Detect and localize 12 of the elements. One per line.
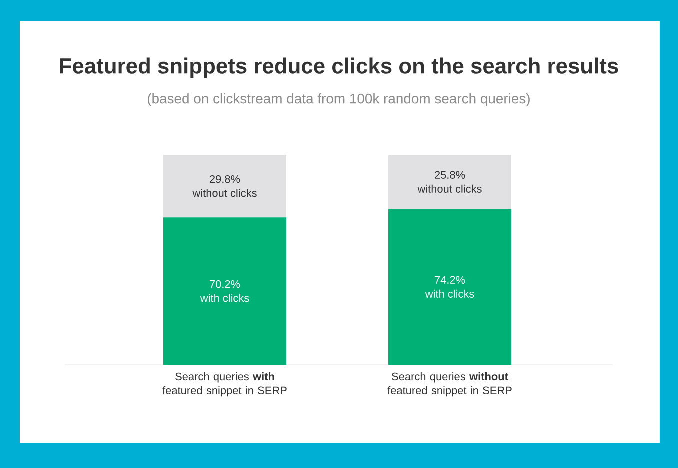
text: with clicks (425, 290, 474, 298)
text: without clicks (192, 189, 257, 198)
chart-subtitle: (based on clickstream data from 100k random search queries) (148, 93, 530, 106)
series-label: without clicks (418, 184, 482, 193)
x-tick-label: Search queries without featured snippet in SERP (388, 372, 512, 397)
data-label: 25.8% (435, 171, 466, 179)
chart-title: Featured snippets reduce clicks on the search results (60, 58, 618, 78)
data-label: 70.2% (210, 280, 240, 288)
x-tick-label: Search queries with featured snippet in SERP (162, 372, 287, 397)
data-label: 29.8% (210, 175, 240, 184)
data-label: 74.2% (435, 276, 466, 284)
series-label: with clicks (200, 294, 250, 302)
